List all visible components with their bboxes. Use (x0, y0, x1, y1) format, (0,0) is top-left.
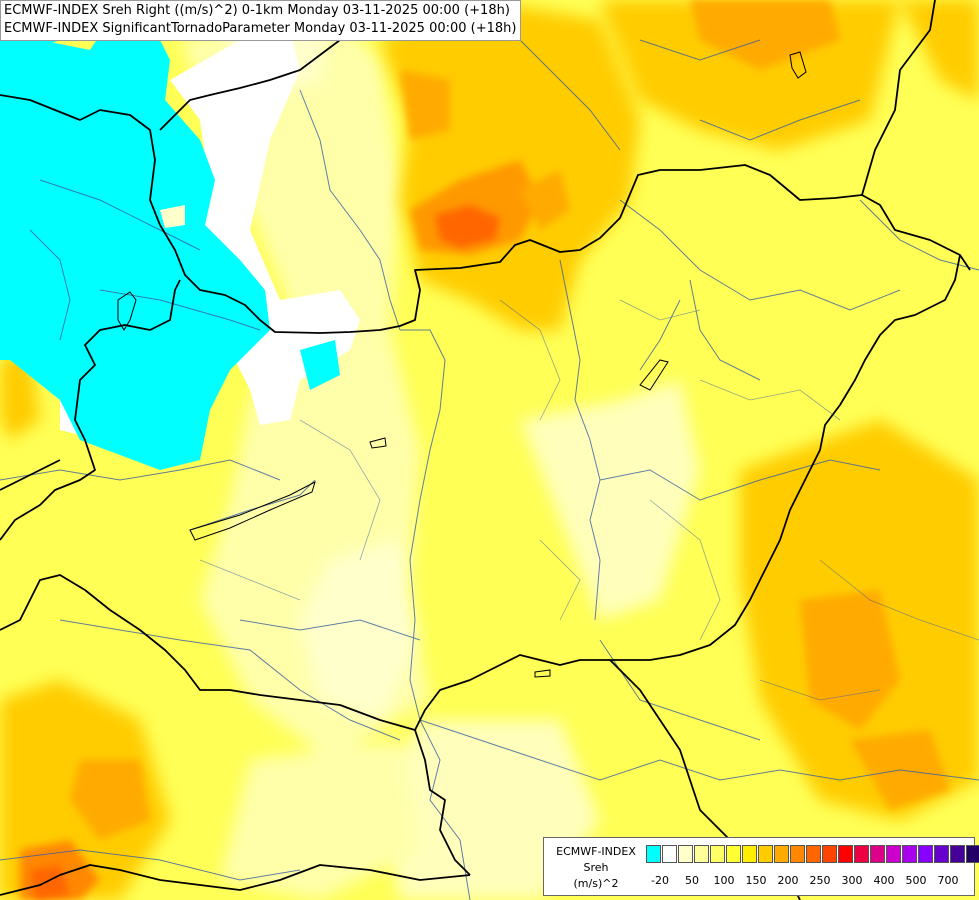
legend-tick-label: 150 (745, 874, 767, 887)
legend-swatch (838, 845, 853, 863)
legend-tick-label: 300 (841, 874, 863, 887)
legend-swatch (966, 845, 979, 863)
lakes (117, 51, 807, 678)
map-title-box: ECMWF-INDEX Sreh Right ((m/s)^2) 0-1km M… (0, 0, 522, 41)
legend-swatch (758, 845, 773, 863)
legend-swatch (854, 845, 869, 863)
legend-title: ECMWF-INDEX Sreh (m/s)^2 (548, 844, 644, 892)
legend-tick-label: 50 (685, 874, 699, 887)
legend-swatch (774, 845, 789, 863)
legend-swatch (790, 845, 805, 863)
legend-variable: Sreh (583, 861, 609, 874)
legend-tick-label: 700 (937, 874, 959, 887)
legend-swatch (694, 845, 709, 863)
legend-swatch (902, 845, 917, 863)
legend-tick-label: -20 (651, 874, 669, 887)
legend-swatch (886, 845, 901, 863)
legend-swatch (742, 845, 757, 863)
field-red-core (30, 205, 500, 900)
legend-swatches (646, 845, 979, 863)
legend-swatch (822, 845, 837, 863)
legend-tick-label: 400 (873, 874, 895, 887)
title-line-sreh: ECMWF-INDEX Sreh Right ((m/s)^2) 0-1km M… (4, 3, 510, 18)
legend-swatch (726, 845, 741, 863)
legend-swatch (918, 845, 933, 863)
legend-swatch (806, 845, 821, 863)
legend-tick-label: 200 (777, 874, 799, 887)
admin-boundaries (199, 299, 979, 701)
legend-swatch (870, 845, 885, 863)
legend-tick-label: 100 (713, 874, 735, 887)
legend-swatch (646, 845, 661, 863)
legend-swatch (662, 845, 677, 863)
legend-source: ECMWF-INDEX (556, 845, 636, 858)
rivers (0, 39, 979, 900)
color-legend: ECMWF-INDEX Sreh (m/s)^2 -20 50 100 150 200 2… (543, 837, 979, 896)
legend-ticks: -20 50 100 150 200 250 300 400 500 700 (646, 874, 976, 890)
legend-tick-label: 500 (905, 874, 927, 887)
title-line-stp: ECMWF-INDEX SignificantTornadoParameter … (4, 21, 517, 36)
legend-unit: (m/s)^2 (573, 877, 619, 890)
legend-swatch (710, 845, 725, 863)
legend-swatch (950, 845, 965, 863)
legend-swatch (678, 845, 693, 863)
legend-tick-label: 250 (809, 874, 831, 887)
legend-swatch (934, 845, 949, 863)
